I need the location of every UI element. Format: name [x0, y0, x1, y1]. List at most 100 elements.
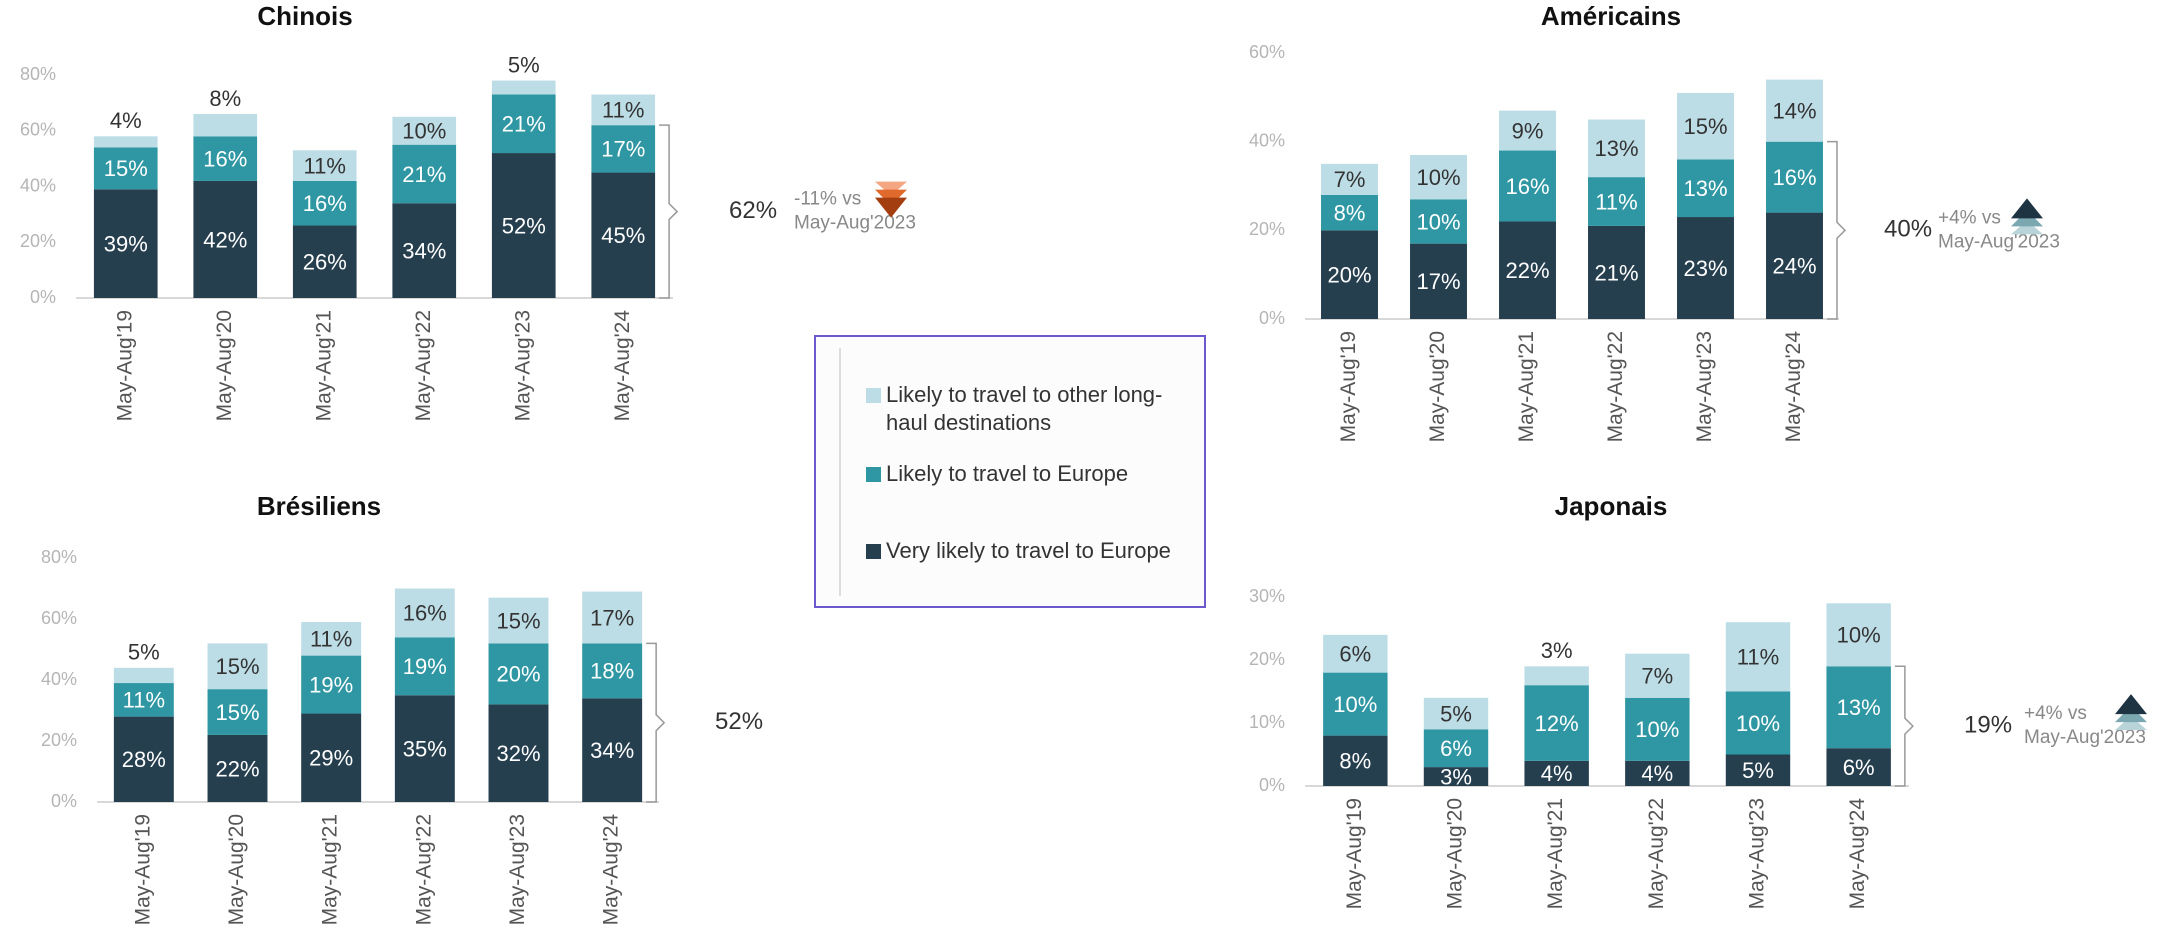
bar-segment: [1423, 729, 1489, 768]
data-label: 19%: [309, 672, 353, 697]
bar-segment: [1588, 225, 1645, 319]
bar-segment: [1423, 767, 1489, 786]
y-tick-label: 60%: [41, 608, 77, 628]
bar-segment: [113, 667, 174, 684]
data-label: 10%: [1837, 623, 1881, 648]
bar-segment: [193, 180, 258, 298]
y-tick-label: 10%: [1249, 712, 1285, 732]
bar-segment: [1499, 221, 1556, 319]
chart-title: Chinois: [257, 1, 352, 31]
y-tick-label: 80%: [20, 64, 56, 84]
x-tick-label: May-Aug'24: [1782, 331, 1805, 443]
data-label: 5%: [508, 52, 540, 77]
bar-segment: [394, 695, 455, 802]
data-label: 22%: [215, 756, 259, 781]
data-label: 15%: [215, 654, 259, 679]
data-label: 10%: [1416, 209, 1460, 234]
total-label: 19%: [1964, 711, 2012, 738]
bar-segment: [93, 147, 158, 190]
x-tick-label: May-Aug'19: [131, 814, 154, 925]
x-tick-label: May-Aug'22: [412, 310, 435, 421]
data-label: 42%: [203, 227, 247, 252]
data-label: 3%: [1541, 638, 1573, 663]
data-label: 20%: [1327, 262, 1371, 287]
arrow-up: [2115, 694, 2147, 715]
bar-segment: [1826, 603, 1891, 667]
chart-title: Japonais: [1555, 491, 1668, 521]
bar-segment: [1410, 199, 1467, 244]
y-tick-label: 20%: [41, 730, 77, 750]
data-label: 15%: [496, 608, 540, 633]
data-label: 17%: [1416, 269, 1460, 294]
data-label: 10%: [1416, 165, 1460, 190]
x-tick-label: May-Aug'22: [1645, 798, 1668, 909]
bar-segment: [301, 655, 362, 714]
data-label: 11%: [123, 688, 165, 713]
legend-swatch: [866, 388, 881, 403]
data-label: 21%: [1594, 260, 1638, 285]
change-note: +4% vs: [2024, 703, 2087, 724]
change-note: +4% vs: [1938, 207, 2001, 228]
bar-segment: [1323, 634, 1388, 673]
data-label: 8%: [1339, 749, 1371, 774]
legend-label: Likely to travel to other long-: [886, 382, 1162, 407]
data-label: 39%: [104, 231, 148, 256]
data-label: 3%: [1440, 764, 1472, 789]
data-label: 16%: [303, 191, 347, 216]
bar-segment: [582, 591, 643, 644]
data-label: 23%: [1683, 256, 1727, 281]
x-tick-label: May-Aug'20: [225, 814, 248, 925]
bar-segment: [591, 172, 656, 298]
x-tick-label: May-Aug'19: [1343, 798, 1366, 909]
x-tick-label: May-Aug'21: [312, 310, 335, 421]
arrow-up: [2115, 716, 2147, 731]
bar-segment: [582, 698, 643, 802]
chart-title: Américains: [1541, 1, 1681, 31]
bar-segment: [1766, 79, 1823, 142]
x-tick-label: May-Aug'23: [1746, 798, 1769, 909]
data-label: 10%: [1635, 717, 1679, 742]
data-label: 16%: [203, 146, 247, 171]
chart-title: Brésiliens: [257, 491, 381, 521]
bar-segment: [1625, 653, 1690, 698]
bar-segment: [1677, 217, 1734, 319]
data-label: 7%: [1641, 664, 1673, 689]
legend-swatch: [866, 544, 881, 559]
bar-segment: [1725, 622, 1791, 692]
y-tick-label: 0%: [30, 287, 56, 307]
bar-segment: [93, 189, 158, 298]
data-label: 22%: [1505, 258, 1549, 283]
bar-segment: [1588, 119, 1645, 178]
bar-segment: [491, 94, 556, 154]
data-label: 13%: [1594, 136, 1638, 161]
arrow-down: [875, 181, 907, 196]
data-label: 15%: [104, 156, 148, 181]
data-label: 12%: [1535, 711, 1579, 736]
data-label: 4%: [1641, 761, 1673, 786]
y-tick-label: 30%: [1249, 586, 1285, 606]
bar-segment: [1826, 666, 1891, 749]
bar-segment: [1524, 760, 1589, 786]
bar-segment: [1499, 150, 1556, 222]
data-label: 18%: [590, 659, 634, 684]
bar-segment: [591, 125, 656, 173]
data-label: 45%: [601, 223, 645, 248]
legend-swatch: [866, 467, 881, 482]
x-tick-label: May-Aug'24: [1846, 798, 1869, 910]
data-label: 35%: [403, 736, 447, 761]
y-tick-label: 0%: [51, 791, 77, 811]
bar-segment: [193, 136, 258, 181]
bar-segment: [207, 689, 268, 735]
total-label: 52%: [715, 708, 763, 735]
bar-segment: [1321, 230, 1378, 319]
bar-segment: [1588, 177, 1645, 226]
bar-segment: [1524, 666, 1589, 686]
bar-segment: [488, 704, 549, 802]
bar-segment: [1321, 163, 1378, 195]
data-label: 13%: [1683, 176, 1727, 201]
x-tick-label: May-Aug'23: [506, 814, 529, 925]
bar-segment: [1499, 110, 1556, 151]
data-label: 4%: [1541, 761, 1573, 786]
bar-segment: [1323, 735, 1388, 786]
